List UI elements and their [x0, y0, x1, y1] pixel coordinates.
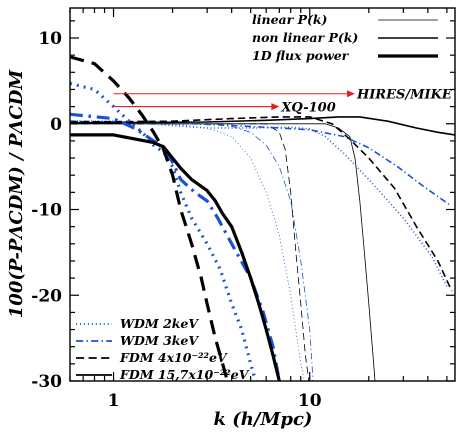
- series-layer: [70, 55, 455, 381]
- annotation-layer: HIRES/MIKE XQ-100: [113, 88, 453, 116]
- annotation-xq-100: XQ-100: [280, 101, 335, 116]
- y-axis-title: 100(P-PΛCDM) / PΛCDM: [6, 69, 27, 319]
- annotation-hires-mike: HIRES/MIKE: [356, 88, 453, 103]
- series-wdm-3kev-non-linear: [70, 120, 451, 206]
- x-tick-label: 1: [108, 391, 120, 411]
- plot-frame: [69, 7, 456, 382]
- y-tick-label: -20: [31, 286, 62, 306]
- legend-label-1d-flux-power: 1D flux power: [252, 48, 350, 63]
- y-tick-label: -30: [31, 372, 62, 392]
- legend-label-wdm-3kev: WDM 3keV: [120, 333, 199, 348]
- legend-layer: linear P(k) non linear P(k) 1D flux power W…: [76, 12, 438, 382]
- series-wdm-2kev-non-linear: [70, 120, 448, 288]
- series-fdm-15-7x10-ev-non-linear: [70, 116, 455, 136]
- y-tick-label: 0: [50, 115, 62, 135]
- tick-layer: 1 10 10 0 -10 -20 -30: [31, 8, 455, 411]
- series-wdm-2kev-linear: [70, 123, 305, 381]
- arrowhead-xq-100: [271, 103, 280, 111]
- legend-label-non-linear-p-k: non linear P(k): [252, 30, 358, 45]
- y-tick-label: -10: [31, 201, 62, 221]
- series-wdm-2kev-1d-flux: [70, 81, 258, 381]
- series-fdm-4x10-ev-non-linear: [70, 116, 453, 292]
- legend-label-fdm-4x10-ev: FDM 4x10⁻²²eV: [119, 350, 228, 365]
- series-fdm-4x10-ev-linear: [70, 123, 310, 381]
- legend-label-linear-p-k: linear P(k): [252, 12, 328, 27]
- x-axis-title: k (h/Mpc): [214, 409, 313, 430]
- series-fdm-15-7x10-ev-linear: [70, 123, 376, 381]
- x-tick-label: 10: [298, 391, 322, 411]
- y-tick-label: 10: [38, 29, 62, 49]
- arrowhead-hires-mike: [346, 90, 355, 98]
- legend-label-fdm-15-7x10-ev: FDM 15,7x10⁻²²eV: [119, 367, 250, 382]
- series-fdm-15-7x10-ev-1d-flux: [70, 133, 281, 381]
- legend-label-wdm-2kev: WDM 2keV: [120, 316, 199, 331]
- series-fdm-4x10-ev-1d-flux: [70, 55, 229, 381]
